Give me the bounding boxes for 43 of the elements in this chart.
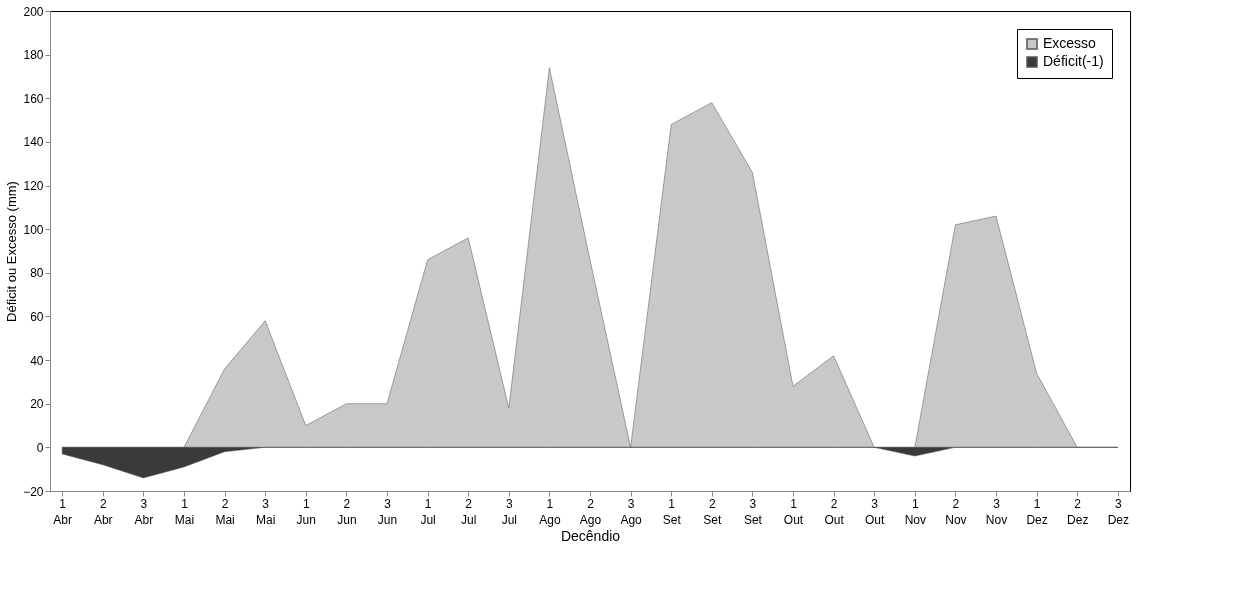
- x-tick-label: 3 Ago: [620, 496, 643, 527]
- y-axis-title: Déficit ou Excesso (mm): [4, 181, 20, 322]
- x-tick-label: 1 Jul: [420, 496, 436, 527]
- x-tick-label: 2 Out: [824, 496, 845, 527]
- x-tick-label: 1 Nov: [904, 496, 926, 527]
- x-tick-label: 1 Ago: [539, 496, 561, 527]
- y-tick-label: 120: [23, 179, 44, 194]
- y-tick-label: 180: [23, 48, 44, 63]
- x-axis-title: Decêndio: [560, 527, 621, 544]
- y-tick-label: 60: [30, 309, 44, 324]
- y-tick-label: 80: [30, 266, 44, 281]
- legend-label: Déficit(-1): [1043, 53, 1104, 69]
- x-tick-label: 2 Jul: [461, 496, 477, 527]
- y-tick-label: −20: [23, 484, 44, 499]
- x-tick-label: 3 Nov: [985, 496, 1008, 527]
- x-tick-label: 1 Dez: [1026, 496, 1048, 527]
- y-tick-label: 40: [30, 353, 44, 368]
- x-tick-label: 1 Jun: [296, 496, 316, 527]
- x-tick-label: 3 Out: [865, 496, 886, 527]
- x-tick-label: 3 Set: [743, 496, 763, 527]
- x-tick-label: 2 Abr: [93, 496, 113, 527]
- x-tick-label: 2 Jun: [337, 496, 357, 527]
- x-tick-label: 3 Jul: [501, 496, 517, 527]
- x-tick-label: 1 Set: [662, 496, 682, 527]
- y-tick-label: 140: [23, 135, 44, 150]
- legend-label: Excesso: [1043, 35, 1097, 51]
- x-tick-label: 2 Ago: [579, 496, 602, 527]
- x-tick-label: 2 Mai: [215, 496, 235, 527]
- y-tick-label: 0: [36, 440, 44, 455]
- x-tick-label: 3 Jun: [377, 496, 398, 527]
- x-tick-label: 2 Set: [703, 496, 722, 527]
- y-tick-label: 100: [23, 222, 44, 237]
- x-tick-label: 3 Dez: [1107, 496, 1129, 527]
- x-tick-label: 2 Nov: [945, 496, 967, 527]
- y-tick-label: 160: [23, 91, 44, 106]
- x-tick-label: 1 Out: [783, 496, 804, 527]
- x-tick-label: 1 Mai: [174, 496, 195, 527]
- x-tick-label: 1 Abr: [53, 496, 73, 527]
- y-tick-label: 200: [23, 4, 44, 19]
- y-tick-label: 20: [30, 397, 44, 412]
- x-tick-label: 2 Dez: [1067, 496, 1089, 527]
- x-tick-label: 3 Mai: [256, 496, 276, 527]
- x-tick-label: 3 Abr: [134, 496, 154, 527]
